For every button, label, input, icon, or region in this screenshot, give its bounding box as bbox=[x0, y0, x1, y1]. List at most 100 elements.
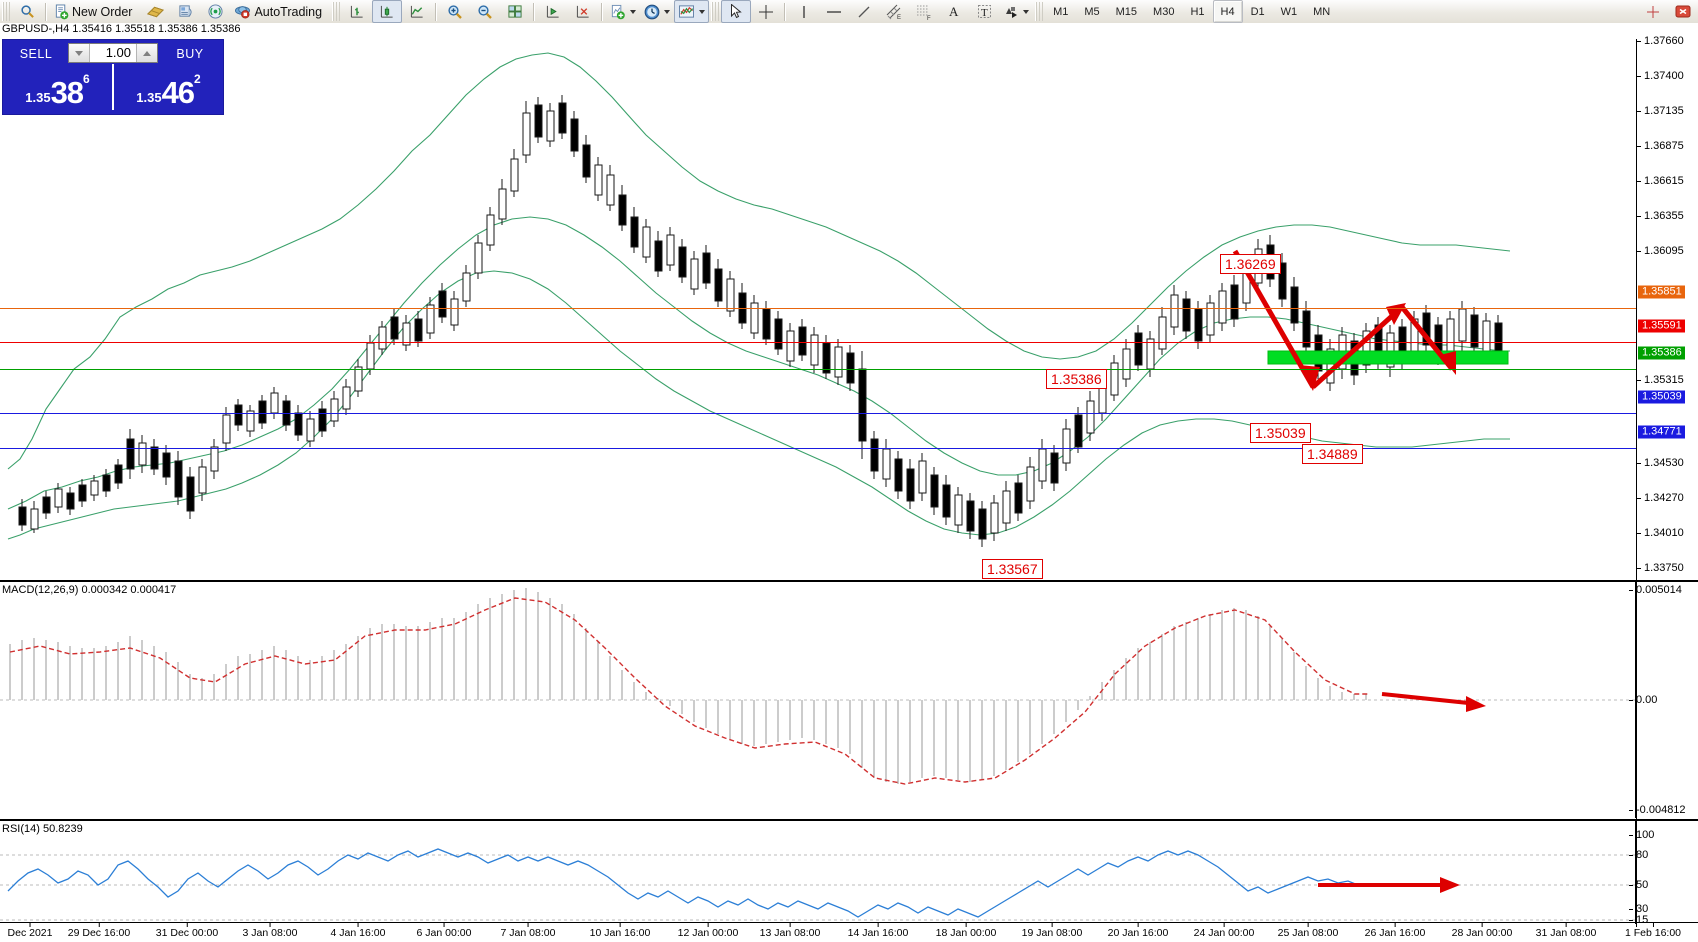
shift-end-icon[interactable] bbox=[538, 0, 568, 23]
toolbar-grip-2[interactable] bbox=[332, 2, 341, 21]
xtick-17: 28 Jan 00:00 bbox=[1452, 922, 1512, 939]
timeframe-h1[interactable]: H1 bbox=[1190, 5, 1205, 18]
fibonacci-icon[interactable]: F bbox=[909, 0, 939, 23]
volume-value[interactable]: 1.00 bbox=[105, 45, 131, 60]
timeframe-m30[interactable]: M30 bbox=[1153, 5, 1175, 18]
timeframe-d1[interactable]: D1 bbox=[1250, 5, 1265, 18]
shapes-icon[interactable] bbox=[999, 0, 1033, 23]
equidistant-channel-icon[interactable]: E bbox=[879, 0, 909, 23]
templates-icon[interactable] bbox=[674, 0, 710, 23]
vertical-line-icon[interactable] bbox=[789, 0, 819, 23]
buy-button[interactable]: BUY bbox=[176, 46, 204, 61]
macd-ytick-bottom: -0.004812 bbox=[1629, 804, 1698, 816]
xtick-16: 26 Jan 16:00 bbox=[1365, 922, 1425, 939]
line-chart-icon[interactable] bbox=[402, 0, 432, 23]
zoom-out-icon[interactable] bbox=[470, 0, 500, 23]
xtick-19: 1 Feb 16:00 bbox=[1625, 922, 1681, 939]
window-close-icon[interactable] bbox=[1668, 0, 1698, 23]
ytick-1-36875: 1.36875 bbox=[1637, 140, 1684, 152]
crosshair-icon[interactable] bbox=[751, 0, 781, 23]
timeframe-w1[interactable]: W1 bbox=[1280, 5, 1298, 18]
toolbar-grip-4[interactable] bbox=[1035, 2, 1044, 21]
main-toolbar: New Order AutoTrading bbox=[0, 0, 1698, 24]
tile-windows-icon[interactable] bbox=[500, 0, 530, 23]
price-tag-1-34771: 1.34771 bbox=[1638, 425, 1685, 439]
horizontal-line-icon[interactable] bbox=[819, 0, 849, 23]
sell-button[interactable]: SELL bbox=[19, 46, 53, 61]
zoom-in-icon[interactable] bbox=[440, 0, 470, 23]
text-icon[interactable]: A bbox=[939, 0, 969, 23]
cursor-icon[interactable] bbox=[721, 0, 752, 23]
new-order-label: New Order bbox=[72, 4, 133, 19]
svg-text:F: F bbox=[927, 16, 931, 20]
search-icon[interactable] bbox=[12, 0, 42, 23]
rsi-axis-line bbox=[1635, 821, 1636, 924]
one-click-controls-row: SELL 1.00 BUY bbox=[3, 40, 223, 64]
signals-icon[interactable] bbox=[200, 0, 230, 23]
chevron-down-icon[interactable] bbox=[630, 9, 637, 14]
buy-price-point: 2 bbox=[194, 72, 201, 86]
buy-price-quote[interactable]: 1.35 46 2 bbox=[112, 64, 223, 110]
xtick-11: 18 Jan 00:00 bbox=[936, 922, 996, 939]
chevron-down-icon-volume bbox=[75, 50, 83, 56]
chevron-down-icon-4[interactable] bbox=[1023, 9, 1030, 14]
green-support-zone-rectangle bbox=[1267, 350, 1509, 365]
annotation-1-35386[interactable]: 1.35386 bbox=[1046, 369, 1107, 389]
period-icon[interactable] bbox=[640, 0, 674, 23]
xtick-7: 10 Jan 16:00 bbox=[590, 922, 650, 939]
rsi-ytick-100: 100 bbox=[1629, 829, 1698, 841]
chevron-down-icon-2[interactable] bbox=[664, 9, 671, 14]
bar-chart-icon[interactable] bbox=[342, 0, 372, 23]
news-icon[interactable] bbox=[170, 0, 200, 23]
ytick-1-37400: 1.37400 bbox=[1637, 70, 1684, 82]
crosshair-pointer-icon[interactable] bbox=[1638, 0, 1668, 23]
indicators-icon[interactable] bbox=[606, 0, 640, 23]
chart-window[interactable]: GBPUSD-,H4 1.35416 1.35518 1.35386 1.353… bbox=[0, 23, 1698, 942]
one-click-quotes-row: 1.35 38 6 1.35 46 2 bbox=[3, 64, 223, 110]
ytick-1-37135: 1.37135 bbox=[1637, 105, 1684, 117]
xtick-14: 24 Jan 00:00 bbox=[1194, 922, 1254, 939]
new-order-button[interactable]: New Order bbox=[50, 0, 140, 23]
volume-increment-button[interactable] bbox=[136, 44, 157, 62]
xtick-15: 25 Jan 08:00 bbox=[1278, 922, 1338, 939]
price-pane[interactable]: 1.36269 1.35386 1.35039 1.34889 1.33567 bbox=[0, 39, 1698, 579]
rsi-pane[interactable]: RSI(14) 50.8239 100 80 50 30 15 bbox=[0, 819, 1698, 942]
time-axis[interactable]: Dec 2021 29 Dec 16:00 31 Dec 00:00 3 Jan… bbox=[0, 922, 1698, 942]
annotation-1-36269[interactable]: 1.36269 bbox=[1220, 254, 1281, 274]
toolbar-separator-4 bbox=[601, 2, 604, 21]
trend-line-icon[interactable] bbox=[849, 0, 879, 23]
sell-price-prefix: 1.35 bbox=[25, 90, 51, 105]
timeframe-m15[interactable]: M15 bbox=[1115, 5, 1138, 18]
macd-pane[interactable]: MACD(12,26,9) 0.000342 0.000417 bbox=[0, 580, 1698, 818]
text-label-icon[interactable]: T bbox=[969, 0, 999, 23]
xtick-5: 6 Jan 00:00 bbox=[417, 922, 471, 939]
chart-symbol-bar: GBPUSD-,H4 1.35416 1.35518 1.35386 1.353… bbox=[2, 23, 241, 35]
timeframe-mn[interactable]: MN bbox=[1313, 5, 1331, 18]
charts-icon[interactable] bbox=[140, 0, 170, 23]
annotation-1-33567[interactable]: 1.33567 bbox=[982, 559, 1043, 579]
rsi-ytick-50: 50 bbox=[1629, 879, 1698, 891]
price-axis[interactable]: 1.37660 1.37400 1.37135 1.36875 1.36615 … bbox=[1636, 35, 1698, 927]
timeframe-m5[interactable]: M5 bbox=[1084, 5, 1100, 18]
chevron-down-icon-3[interactable] bbox=[699, 9, 706, 14]
candlestick-chart-icon[interactable] bbox=[372, 0, 403, 23]
timeframe-h4[interactable]: H4 bbox=[1212, 0, 1243, 23]
bollinger-middle-band bbox=[7, 216, 1510, 510]
xtick-9: 13 Jan 08:00 bbox=[760, 922, 820, 939]
auto-scroll-icon[interactable] bbox=[568, 0, 598, 23]
timeframe-m1[interactable]: M1 bbox=[1053, 5, 1069, 18]
xtick-6: 7 Jan 08:00 bbox=[501, 922, 555, 939]
annotation-1-35039[interactable]: 1.35039 bbox=[1250, 423, 1311, 443]
buy-price-prefix: 1.35 bbox=[136, 90, 162, 105]
one-click-trading-panel[interactable]: SELL 1.00 BUY 1.35 38 6 1.35 46 2 bbox=[2, 39, 224, 115]
toolbar-grip-3[interactable] bbox=[711, 2, 720, 21]
annotation-1-34889[interactable]: 1.34889 bbox=[1302, 444, 1363, 464]
rsi-label: RSI(14) 50.8239 bbox=[2, 823, 83, 835]
ytick-1-36095: 1.36095 bbox=[1637, 245, 1684, 257]
volume-stepper[interactable]: 1.00 bbox=[68, 43, 158, 63]
sell-price-quote[interactable]: 1.35 38 6 bbox=[3, 64, 112, 110]
volume-decrement-button[interactable] bbox=[69, 44, 90, 62]
toolbar-grip[interactable] bbox=[2, 2, 10, 21]
autotrading-button[interactable]: AutoTrading bbox=[230, 0, 330, 23]
xtick-18: 31 Jan 08:00 bbox=[1536, 922, 1596, 939]
